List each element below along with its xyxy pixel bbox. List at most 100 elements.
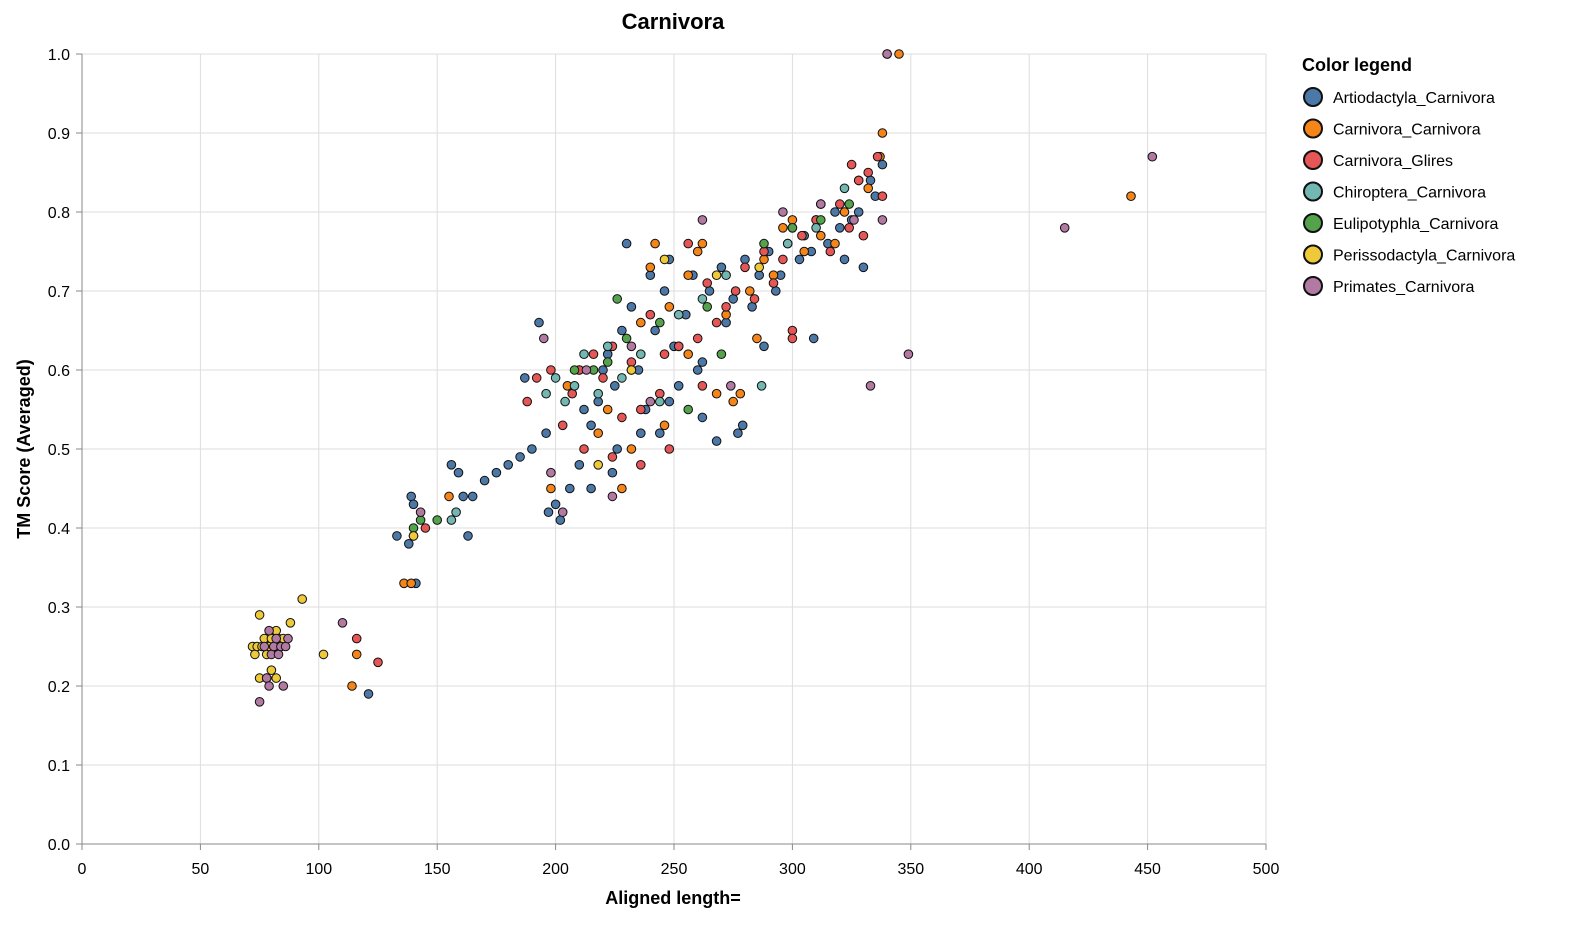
- data-point: [745, 286, 755, 296]
- data-point: [650, 238, 660, 249]
- data-point: [683, 270, 694, 281]
- data-point: [297, 594, 308, 604]
- x-tick-label: 100: [305, 861, 332, 878]
- data-point: [617, 412, 627, 423]
- data-point: [835, 199, 845, 209]
- data-point: [825, 246, 836, 257]
- data-point: [607, 452, 618, 462]
- data-point: [808, 333, 819, 344]
- data-point: [636, 404, 646, 415]
- x-tick-label: 150: [424, 861, 451, 878]
- data-point: [882, 49, 892, 59]
- data-point: [598, 365, 608, 375]
- legend-label: Carnivora_Carnivora: [1333, 122, 1481, 139]
- data-point: [264, 681, 274, 691]
- data-point: [491, 467, 502, 478]
- data-point: [787, 333, 798, 344]
- data-point: [266, 665, 277, 676]
- data-point: [588, 349, 599, 360]
- data-point: [816, 199, 826, 209]
- data-point: [557, 507, 568, 518]
- data-point: [711, 270, 722, 281]
- data-point: [621, 333, 632, 344]
- data-point: [612, 294, 623, 304]
- data-point: [728, 396, 739, 407]
- data-point: [645, 262, 656, 273]
- data-point: [1147, 151, 1158, 162]
- data-point: [702, 278, 713, 288]
- data-point: [794, 254, 805, 265]
- data-point: [697, 412, 708, 423]
- data-point: [593, 396, 604, 407]
- data-point: [1126, 191, 1136, 201]
- data-point: [711, 317, 722, 328]
- data-point: [673, 341, 684, 352]
- data-point: [759, 254, 769, 265]
- data-point: [673, 381, 684, 391]
- legend-swatch: [1303, 244, 1323, 265]
- data-point: [543, 507, 554, 518]
- data-point: [626, 302, 637, 312]
- data-point: [655, 317, 665, 328]
- data-point: [697, 238, 708, 249]
- data-point: [816, 230, 826, 241]
- x-tick-label: 350: [897, 861, 924, 878]
- data-point: [839, 207, 850, 217]
- legend-label: Carnivora_Glires: [1333, 153, 1453, 170]
- y-tick-label: 0.5: [48, 442, 70, 459]
- x-axis-title: Aligned length=: [605, 888, 741, 908]
- data-point: [406, 578, 417, 589]
- data-point: [569, 381, 580, 391]
- data-point: [716, 262, 727, 273]
- data-point: [716, 349, 727, 360]
- data-point: [351, 649, 362, 660]
- data-point: [799, 246, 810, 257]
- data-point: [711, 436, 722, 446]
- data-point: [541, 428, 551, 439]
- data-point: [778, 207, 788, 217]
- data-point: [692, 333, 703, 344]
- y-tick-label: 0.6: [48, 363, 70, 380]
- data-point: [863, 167, 874, 178]
- data-point: [602, 341, 613, 352]
- data-point: [849, 215, 859, 225]
- data-point: [458, 491, 469, 502]
- data-point: [655, 428, 665, 439]
- data-point: [697, 357, 708, 367]
- data-point: [787, 325, 798, 336]
- data-point: [697, 215, 708, 225]
- data-point: [541, 388, 551, 399]
- x-tick-label: 400: [1016, 861, 1043, 878]
- legend-label: Perissodactyla_Carnivora: [1333, 248, 1515, 265]
- data-point: [726, 381, 736, 391]
- data-point: [721, 270, 731, 281]
- data-point: [759, 246, 769, 257]
- data-point: [872, 151, 883, 162]
- data-point: [659, 349, 670, 360]
- y-axis-title: TM Score (Averaged): [14, 359, 34, 538]
- data-point: [285, 618, 296, 628]
- data-point: [271, 633, 282, 644]
- data-point: [531, 373, 542, 383]
- data-point: [534, 317, 544, 328]
- data-point: [749, 294, 760, 304]
- data-point: [858, 262, 869, 273]
- data-point: [453, 467, 464, 478]
- data-point: [894, 49, 904, 59]
- data-point: [645, 309, 656, 320]
- data-point: [728, 294, 739, 304]
- data-point: [877, 159, 888, 170]
- data-point: [586, 483, 596, 494]
- data-point: [351, 633, 362, 644]
- data-point: [522, 396, 533, 407]
- data-point: [626, 444, 637, 454]
- data-point: [415, 515, 426, 525]
- data-point: [259, 641, 270, 652]
- data-point: [839, 254, 850, 265]
- data-point: [420, 523, 431, 533]
- data-point: [782, 238, 793, 249]
- x-tick-label: 0: [78, 861, 87, 878]
- data-point: [768, 270, 779, 281]
- legend-label: Artiodactyla_Carnivora: [1333, 90, 1495, 107]
- data-point: [835, 223, 845, 233]
